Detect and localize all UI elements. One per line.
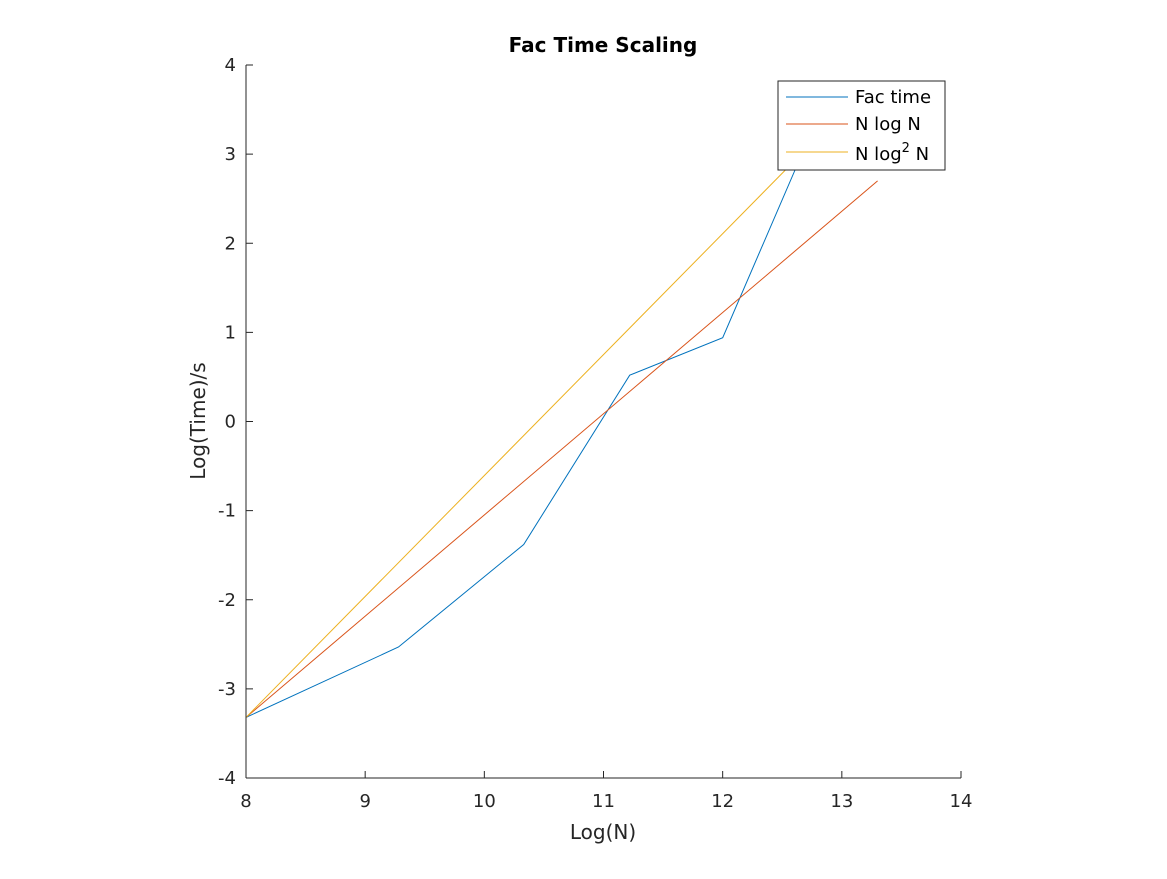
series-line-n-log2-n xyxy=(246,100,855,718)
x-ticks: 8 9 10 11 12 13 14 xyxy=(240,771,972,812)
x-tick-label: 9 xyxy=(359,791,370,812)
y-tick-label: -1 xyxy=(218,501,236,522)
legend-label-n-log-n: N log N xyxy=(855,114,921,135)
y-tick-label: 4 xyxy=(225,55,236,76)
legend: Fac time N log N N log2 N xyxy=(777,80,946,171)
y-ticks: 4 3 2 1 0 -1 -2 -3 -4 xyxy=(218,55,253,789)
x-tick-label: 13 xyxy=(830,791,853,812)
x-tick-label: 11 xyxy=(592,791,615,812)
y-tick-label: 3 xyxy=(225,144,236,165)
x-axis-label: Log(N) xyxy=(570,820,636,844)
y-tick-label: 2 xyxy=(225,233,236,254)
x-tick-label: 10 xyxy=(473,791,496,812)
legend-label-n-log2-n-sup: 2 xyxy=(902,141,910,156)
y-tick-label: 1 xyxy=(225,322,236,343)
legend-label-n-log2-n: N log2 N xyxy=(855,141,929,165)
series-line-n-log-n xyxy=(246,180,878,718)
y-tick-label: -4 xyxy=(218,768,236,789)
y-axis-label: Log(Time)/s xyxy=(186,362,210,479)
legend-box xyxy=(777,80,946,171)
legend-label-n-log2-n-suffix: N xyxy=(910,144,929,165)
y-tick-label: 0 xyxy=(225,412,236,433)
x-tick-label: 14 xyxy=(950,791,973,812)
y-tick-label: -3 xyxy=(218,679,236,700)
legend-label-n-log2-n-base: N log xyxy=(855,144,902,165)
x-tick-label: 12 xyxy=(711,791,734,812)
chart-title: Fac Time Scaling xyxy=(509,33,698,57)
x-tick-label: 8 xyxy=(240,791,251,812)
series-layer xyxy=(246,100,878,718)
y-tick-label: -2 xyxy=(218,590,236,611)
legend-label-fac-time: Fac time xyxy=(855,87,931,108)
